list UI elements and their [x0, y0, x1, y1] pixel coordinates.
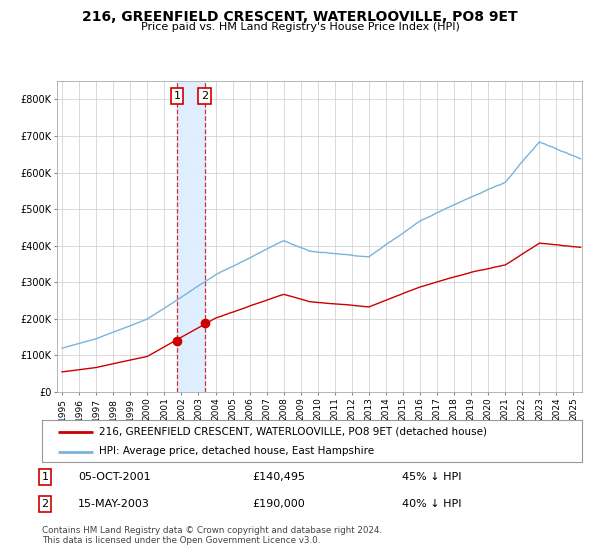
Text: 1: 1: [173, 91, 181, 101]
Text: £190,000: £190,000: [252, 499, 305, 509]
Text: HPI: Average price, detached house, East Hampshire: HPI: Average price, detached house, East…: [98, 446, 374, 456]
Text: 15-MAY-2003: 15-MAY-2003: [78, 499, 150, 509]
Text: Contains HM Land Registry data © Crown copyright and database right 2024.: Contains HM Land Registry data © Crown c…: [42, 526, 382, 535]
Text: 1: 1: [41, 472, 49, 482]
Text: 216, GREENFIELD CRESCENT, WATERLOOVILLE, PO8 9ET: 216, GREENFIELD CRESCENT, WATERLOOVILLE,…: [82, 10, 518, 24]
Text: Price paid vs. HM Land Registry's House Price Index (HPI): Price paid vs. HM Land Registry's House …: [140, 22, 460, 32]
Text: This data is licensed under the Open Government Licence v3.0.: This data is licensed under the Open Gov…: [42, 536, 320, 545]
Text: 45% ↓ HPI: 45% ↓ HPI: [402, 472, 461, 482]
Text: 40% ↓ HPI: 40% ↓ HPI: [402, 499, 461, 509]
Text: 05-OCT-2001: 05-OCT-2001: [78, 472, 151, 482]
Text: 2: 2: [201, 91, 208, 101]
Text: 2: 2: [41, 499, 49, 509]
Text: 216, GREENFIELD CRESCENT, WATERLOOVILLE, PO8 9ET (detached house): 216, GREENFIELD CRESCENT, WATERLOOVILLE,…: [98, 427, 487, 437]
Text: £140,495: £140,495: [252, 472, 305, 482]
Bar: [177, 81, 205, 392]
